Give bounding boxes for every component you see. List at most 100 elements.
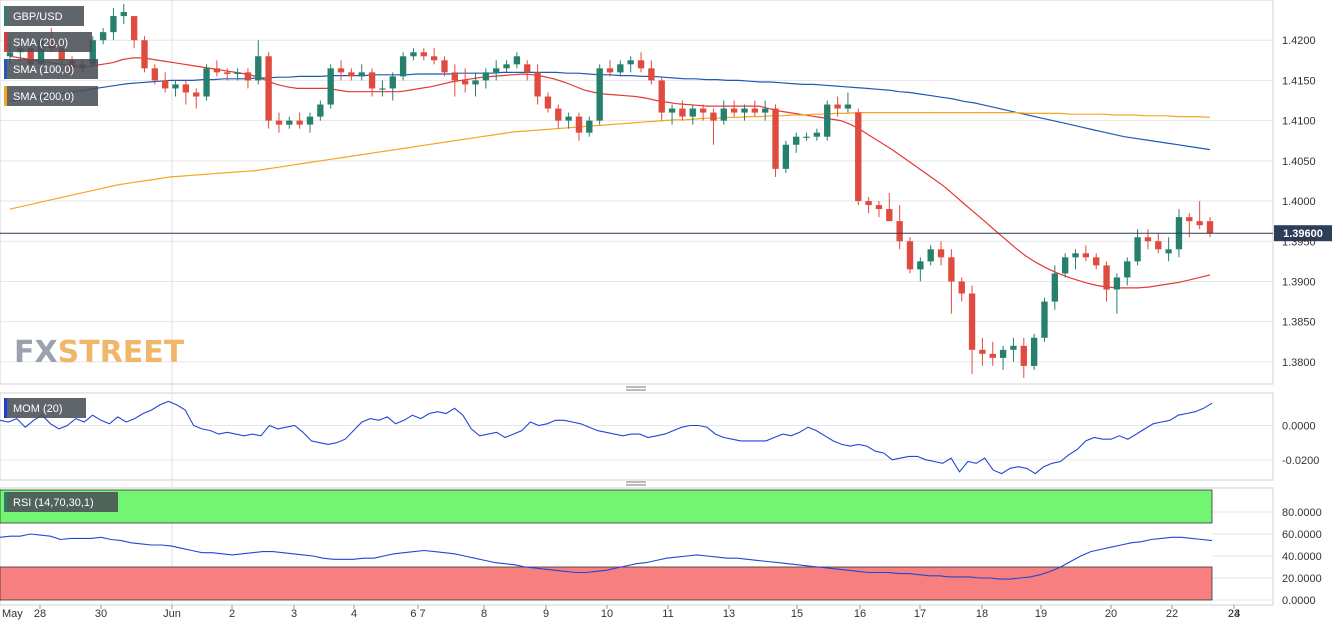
candle-bear [896, 221, 903, 242]
panel-resize-handle-1[interactable] [626, 386, 646, 391]
date-tick-label: 2 [229, 608, 235, 620]
tag-background [4, 86, 98, 106]
candle-bear [906, 241, 914, 270]
candle-bull [234, 72, 241, 74]
rsi-tick-label: 80.0000 [1282, 507, 1322, 519]
current-price-label: 1.39600 [1283, 228, 1323, 240]
candle-bull [596, 68, 603, 121]
candle-bull [203, 68, 210, 97]
candle-bear [524, 64, 531, 73]
candle-bull [513, 56, 521, 65]
candle-bear [979, 349, 986, 354]
candle-bull [761, 108, 769, 113]
candle-bear [1103, 265, 1110, 290]
date-tick-label: 30 [95, 608, 107, 620]
mom-panel [0, 392, 1274, 481]
candle-bear [27, 48, 34, 65]
tag-label: SMA (100,0) [13, 64, 74, 76]
date-tick-label: 20 [1105, 608, 1117, 620]
mom-tag: MOM (20) [4, 398, 86, 418]
watermark: FXSTREET [14, 335, 185, 370]
candle-bear [161, 80, 169, 89]
candle-bull [255, 56, 262, 81]
price-tick-label: 1.4100 [1282, 116, 1316, 128]
tag-label: RSI (14,70,30,1) [13, 497, 94, 509]
candle-bear [958, 281, 965, 294]
price-tick-label: 1.4000 [1282, 196, 1316, 208]
candle-bull [844, 104, 852, 109]
candles [6, 4, 1214, 378]
candle-bull [1134, 237, 1141, 262]
date-tick-label: 18 [976, 608, 988, 620]
candle-bull [689, 108, 696, 117]
candle-bull [317, 104, 324, 117]
candle-bull [565, 116, 572, 121]
mom-tick-label: -0.0200 [1282, 455, 1319, 467]
price-tick-label: 1.3950 [1282, 236, 1316, 248]
tag-color-bar [4, 59, 7, 79]
candle-bear [989, 353, 996, 358]
candle-bear [1155, 241, 1162, 250]
candle-bear [368, 72, 376, 89]
price-tick-label: 1.3850 [1282, 317, 1316, 329]
candle-bull [720, 108, 727, 121]
candle-bull [668, 108, 676, 113]
date-tick-label: 3 [291, 608, 297, 620]
candle-bear [834, 104, 841, 109]
candle-bull [617, 64, 624, 73]
sma200-line [9, 111, 1211, 210]
tag-color-bar [4, 398, 7, 418]
rsi-oversold-zone [0, 566, 1213, 601]
candle-bear [855, 112, 862, 202]
rsi-tag: RSI (14,70,30,1) [4, 492, 118, 512]
price-tick-label: 1.3900 [1282, 276, 1316, 288]
candle-bear [224, 72, 231, 74]
candle-bear [658, 80, 665, 113]
candle-bear [296, 120, 303, 125]
candle-bull [327, 68, 334, 105]
candle-bull [89, 40, 96, 65]
rsi-tick-label: 20.0000 [1282, 573, 1322, 585]
panel-resize-handle-2[interactable] [626, 481, 646, 486]
candle-bull [1165, 249, 1172, 254]
tag-color-bar [4, 492, 7, 512]
candle-bear [606, 68, 614, 73]
candle-bear [441, 60, 448, 73]
candle-bull [286, 120, 293, 125]
date-tick-label: 15 [791, 608, 803, 620]
candle-bear [937, 249, 945, 258]
candle-bear [265, 56, 272, 121]
candle-bear [130, 16, 138, 41]
candle-bull [472, 80, 479, 85]
candle-bear [420, 52, 427, 57]
candle-bull [1124, 261, 1131, 278]
sma200-tag: SMA (200,0) [4, 86, 98, 106]
rsi-overbought-zone [0, 489, 1213, 524]
candle-bull [110, 16, 117, 33]
candle-bull [99, 32, 107, 41]
sma20-tag: SMA (20,0) [4, 32, 92, 52]
candle-bull [1041, 301, 1048, 338]
candle-bull [1113, 277, 1121, 290]
date-tick-label: 11 [662, 608, 673, 620]
rsi-line [0, 533, 1213, 580]
date-tick-label: 24 [1228, 608, 1240, 620]
candle-bull [1061, 257, 1069, 274]
candle-bull [410, 52, 417, 57]
date-tick-label: 9 [543, 608, 549, 620]
date-tick-label: 17 [914, 608, 926, 620]
candle-bull [379, 88, 386, 90]
candle-bear [865, 201, 872, 206]
candle-bull [793, 136, 800, 145]
candle-bear [534, 72, 541, 97]
tag-label: SMA (20,0) [13, 37, 68, 49]
candle-bear [555, 108, 562, 121]
date-tick-label: May [2, 608, 23, 620]
candle-bull [1010, 345, 1017, 350]
tag-label: SMA (200,0) [13, 91, 74, 103]
date-tick-label: 22 [1166, 608, 1178, 620]
candle-bull [824, 104, 831, 137]
candle-bear [679, 108, 686, 117]
tag-background [4, 492, 118, 512]
